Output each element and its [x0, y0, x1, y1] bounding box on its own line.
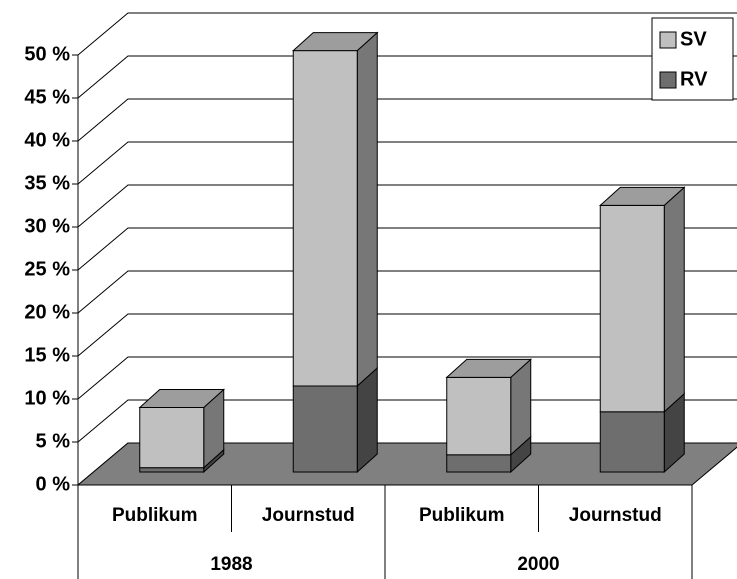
bar [139, 407, 205, 469]
legend-swatch [659, 31, 677, 49]
bar [446, 376, 512, 456]
grid-line [77, 227, 737, 271]
legend-label: RV [680, 68, 708, 90]
bar [139, 467, 205, 473]
bar [446, 454, 512, 473]
bar [292, 50, 358, 387]
y-tick-label: 15 % [24, 344, 70, 366]
y-tick-label: 35 % [24, 172, 70, 194]
x-tick-label: Publikum [419, 505, 505, 526]
x-tick-label: Journstud [569, 505, 662, 526]
x-tick-label: Publikum [112, 505, 198, 526]
grid-line [77, 184, 737, 228]
grid-line [77, 313, 737, 357]
bar-side [663, 186, 685, 413]
grid-line [77, 55, 737, 99]
bar-side [356, 31, 378, 388]
grid-line [77, 98, 737, 142]
grid-line [77, 399, 737, 443]
bar [599, 204, 665, 413]
bar-top [598, 186, 686, 206]
y-tick-label: 0 % [36, 473, 71, 495]
y-tick-label: 30 % [24, 215, 70, 237]
legend-swatch [659, 71, 677, 89]
y-tick-label: 10 % [24, 387, 70, 409]
group-label: 1988 [210, 554, 252, 575]
grid-line [77, 12, 737, 56]
group-label: 2000 [517, 554, 559, 575]
bar-top [291, 32, 379, 52]
x-tick-label: Journstud [262, 505, 355, 526]
bar-top [138, 389, 226, 408]
legend-label: SV [680, 28, 707, 50]
grid-line [77, 356, 737, 400]
y-tick-label: 5 % [36, 430, 71, 452]
bar [599, 411, 665, 473]
floor [76, 442, 737, 486]
bar-top [445, 358, 533, 378]
grid-line [77, 270, 737, 314]
bar [292, 385, 358, 473]
y-tick-label: 50 % [24, 43, 70, 65]
y-tick-label: 40 % [24, 129, 70, 151]
grid-line [77, 141, 737, 185]
y-tick-label: 45 % [24, 86, 70, 108]
y-tick-label: 25 % [24, 258, 70, 280]
y-tick-label: 20 % [24, 301, 70, 323]
